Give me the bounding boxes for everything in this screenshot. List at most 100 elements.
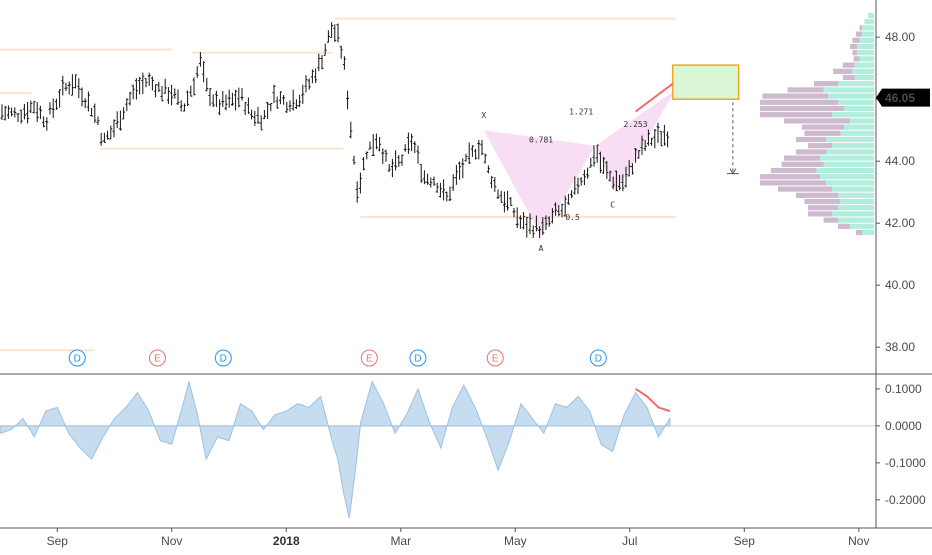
volume-profile-up xyxy=(838,205,874,211)
event-marker-circle[interactable] xyxy=(589,349,607,367)
volume-profile-down xyxy=(842,74,855,81)
event-marker-circle[interactable] xyxy=(68,349,86,367)
volume-profile-down xyxy=(814,81,838,87)
event-marker-circle[interactable] xyxy=(214,349,232,367)
price-tick-label: 44.00 xyxy=(885,154,915,168)
price-bar xyxy=(544,215,548,231)
event-marker-circle[interactable] xyxy=(409,349,427,367)
pattern-triangle-bcd xyxy=(595,89,676,193)
price-bar xyxy=(138,76,142,95)
price-bar xyxy=(259,115,263,131)
price-bar xyxy=(112,119,116,138)
price-bar xyxy=(250,109,254,120)
price-bar xyxy=(141,72,145,95)
event-marker[interactable]: D xyxy=(589,349,607,367)
price-bar xyxy=(317,53,321,72)
volume-profile-up xyxy=(820,174,874,180)
price-bar xyxy=(22,103,26,120)
time-tick-label: Sep xyxy=(47,534,69,548)
price-bar xyxy=(403,144,407,152)
volume-profile-up xyxy=(850,118,874,124)
event-marker[interactable]: D xyxy=(68,349,86,367)
price-bar xyxy=(461,158,465,179)
price-bars xyxy=(0,22,670,239)
volume-profile-down xyxy=(784,118,850,124)
price-bar xyxy=(496,189,500,199)
price-bar xyxy=(86,91,90,112)
volume-profile-up xyxy=(862,31,874,37)
volume-profile-down xyxy=(760,174,820,180)
volume-profile xyxy=(760,12,874,236)
event-marker-circle[interactable] xyxy=(360,349,378,367)
price-bar xyxy=(10,107,14,117)
price-bar xyxy=(115,111,119,128)
price-bar xyxy=(288,100,292,112)
price-bar xyxy=(96,116,100,125)
price-bar xyxy=(384,149,388,162)
price-bar xyxy=(595,144,599,163)
volume-profile-down xyxy=(802,124,844,130)
price-bar xyxy=(230,92,234,106)
price-bar xyxy=(355,181,359,203)
pattern-label: C xyxy=(610,201,615,210)
price-bar xyxy=(448,186,452,201)
event-marker[interactable]: D xyxy=(214,349,232,367)
price-bar xyxy=(77,78,81,99)
price-bar xyxy=(576,177,580,194)
volume-profile-up xyxy=(852,68,874,74)
volume-profile-down xyxy=(770,167,817,174)
price-bar xyxy=(80,87,84,107)
price-bar xyxy=(326,30,330,43)
event-marker-circle[interactable] xyxy=(486,349,504,367)
event-marker[interactable]: E xyxy=(486,349,504,367)
price-bar xyxy=(186,90,190,107)
event-marker[interactable]: E xyxy=(148,349,166,367)
volume-profile-up xyxy=(826,136,874,143)
volume-profile-down xyxy=(778,186,832,192)
price-bar xyxy=(365,151,369,160)
price-bar xyxy=(627,160,631,177)
volume-profile-up xyxy=(854,74,874,81)
last-price-label: 46.05 xyxy=(885,91,915,105)
oscillator-tick-label: -0.1000 xyxy=(885,456,926,470)
price-bar xyxy=(662,124,666,146)
event-marker-label: E xyxy=(366,354,373,365)
price-bar xyxy=(570,190,574,199)
price-bar xyxy=(16,113,20,122)
price-bar xyxy=(35,102,39,123)
event-marker[interactable]: D xyxy=(409,349,427,367)
price-bar xyxy=(109,125,113,140)
price-bar xyxy=(451,174,455,192)
price-bar xyxy=(3,105,7,121)
price-bar xyxy=(323,43,327,56)
price-bar xyxy=(128,91,132,106)
price-bar xyxy=(58,89,62,108)
volume-profile-up xyxy=(844,105,874,112)
volume-profile-up xyxy=(840,198,874,205)
harmonic-pattern: X A C 0.781 1.271 2.253 0.5 xyxy=(481,89,676,253)
volume-profile-down xyxy=(823,217,838,223)
volume-profile-up xyxy=(854,62,874,68)
price-bar xyxy=(554,202,558,216)
event-marker-circle[interactable] xyxy=(148,349,166,367)
volume-profile-down xyxy=(833,68,853,74)
price-bar xyxy=(528,213,532,235)
price-bar xyxy=(349,121,353,139)
price-bar xyxy=(579,177,583,186)
price-bar xyxy=(458,161,462,180)
price-bar xyxy=(650,137,654,146)
volume-profile-down xyxy=(760,180,826,186)
volume-profile-up xyxy=(832,211,874,217)
time-tick-label: Nov xyxy=(161,534,182,548)
price-bar xyxy=(333,24,337,42)
price-bar xyxy=(275,96,279,109)
volume-profile-down xyxy=(787,87,824,93)
event-marker[interactable]: E xyxy=(360,349,378,367)
price-bar xyxy=(499,190,503,203)
price-bar xyxy=(48,102,52,115)
price-bar xyxy=(243,102,247,115)
